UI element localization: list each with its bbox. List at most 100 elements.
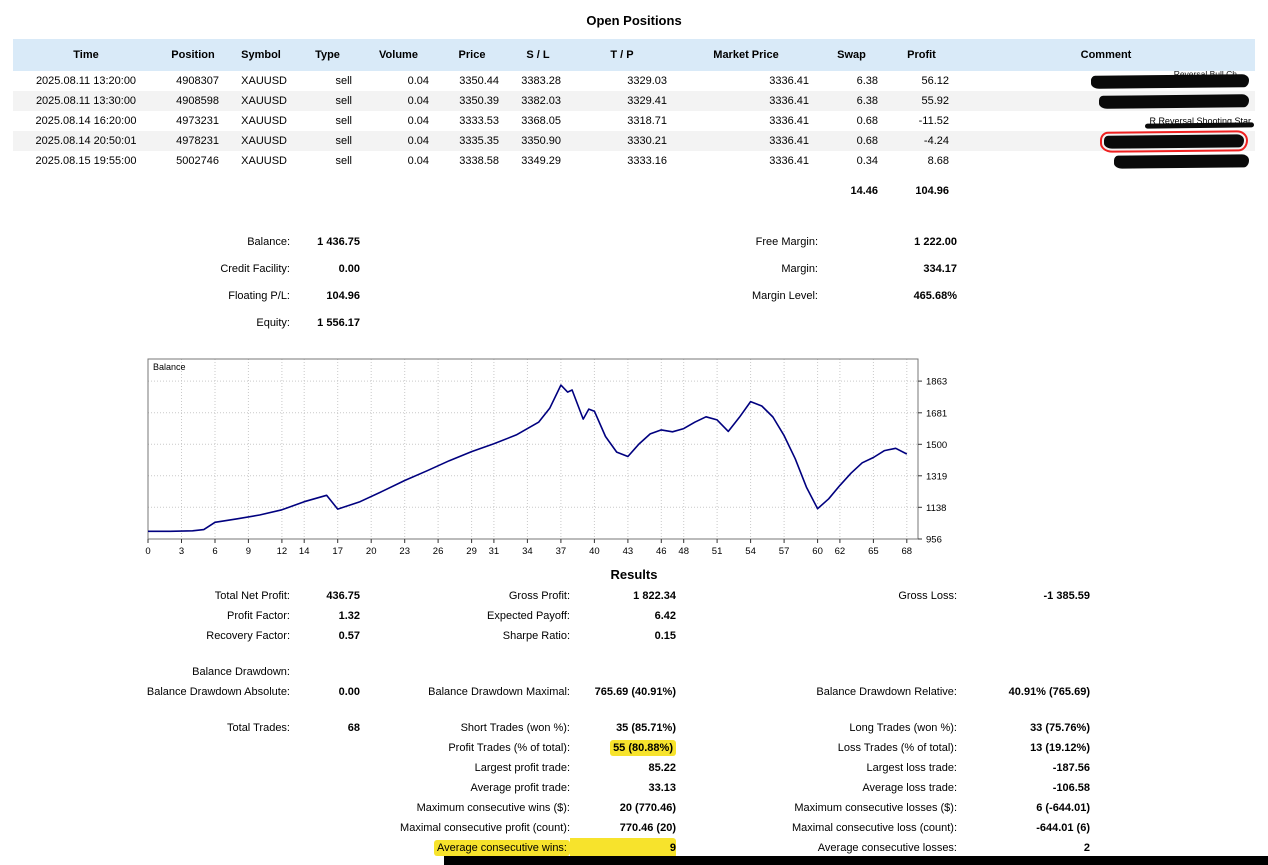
results-row: Total Trades: 68 Short Trades (won %): 35 (…	[13, 718, 1255, 738]
cell-tp: 3329.41	[627, 95, 667, 107]
cell-tp: 3318.71	[627, 115, 667, 127]
svg-text:43: 43	[623, 546, 634, 557]
cell-market_price: 3336.41	[769, 155, 809, 167]
results-value	[290, 818, 360, 838]
results-value: 40.91% (765.69)	[1008, 686, 1090, 698]
svg-text:29: 29	[466, 546, 477, 557]
cell-type: sell	[335, 75, 352, 87]
results-row: Maximum consecutive wins ($): 20 (770.46)…	[13, 798, 1255, 818]
column-header-profit: Profit	[886, 39, 957, 71]
results-label: Expected Payoff:	[487, 610, 570, 622]
cell-time: 2025.08.11 13:30:00	[35, 95, 137, 107]
cell-profit: -4.24	[923, 135, 949, 147]
cell-tp: 3329.03	[627, 75, 667, 87]
cell-type: sell	[335, 135, 352, 147]
cell-price: 3350.39	[459, 95, 499, 107]
page-title: Open Positions	[586, 13, 682, 28]
results-value: 770.46 (20)	[619, 822, 676, 834]
svg-text:1863: 1863	[926, 377, 947, 388]
cell-symbol: XAUUSD	[241, 135, 287, 147]
results-value	[290, 758, 360, 778]
results-value	[290, 798, 360, 818]
position-row: 2025.08.14 20:50:01 4978231 XAUUSD sell 0.04…	[13, 129, 1255, 153]
summary-label: Equity:	[256, 317, 290, 329]
cell-swap: 0.68	[856, 115, 878, 127]
svg-text:12: 12	[277, 546, 288, 557]
cell-volume: 0.04	[407, 75, 429, 87]
cell-swap: 0.68	[856, 135, 878, 147]
balance-chart: 956 1138 1319 1500 1681 1863 0 3 6 9 12 14 17 20 23 26 2…	[145, 358, 986, 565]
cell-profit: -11.52	[918, 115, 949, 127]
cell-type: sell	[335, 95, 352, 107]
svg-text:65: 65	[868, 546, 879, 557]
results-value: 33 (75.76%)	[1030, 722, 1090, 734]
column-header-s-l: S / L	[507, 39, 569, 71]
svg-text:60: 60	[812, 546, 823, 557]
summary-value: 1 556.17	[317, 317, 360, 329]
cell-type: sell	[335, 155, 352, 167]
results-label	[13, 778, 290, 798]
results-label: Total Net Profit:	[214, 590, 290, 602]
results-label: Largest profit trade:	[474, 762, 570, 774]
svg-text:9: 9	[246, 546, 251, 557]
results-label: Loss Trades (% of total):	[837, 742, 957, 754]
position-row: 2025.08.11 13:30:00 4908598 XAUUSD sell 0.04…	[13, 91, 1255, 111]
position-row: 2025.08.11 13:20:00 4908307 XAUUSD sell 0.04…	[13, 69, 1255, 91]
bottom-redaction-bar	[444, 856, 1268, 865]
cell-price: 3333.53	[459, 115, 499, 127]
summary-label: Free Margin:	[755, 236, 818, 248]
results-value: 765.69 (40.91%)	[594, 686, 676, 698]
total-profit: 104.96	[915, 185, 949, 197]
results-label	[13, 798, 290, 818]
column-header-symbol: Symbol	[227, 39, 295, 71]
balance-chart-svg: 956 1138 1319 1500 1681 1863 0 3 6 9 12 14 17 20 23 26 2…	[145, 358, 947, 557]
results-label	[360, 662, 570, 682]
results-label: Maximal consecutive loss (count):	[791, 822, 957, 834]
results-value: 0.00	[338, 686, 360, 698]
summary-value: 0.00	[338, 263, 360, 275]
cell-comment	[957, 91, 1255, 111]
cell-position: 4908598	[176, 95, 219, 107]
svg-text:40: 40	[589, 546, 600, 557]
cell-market_price: 3336.41	[769, 75, 809, 87]
results-label: Balance Drawdown Relative:	[816, 686, 957, 698]
svg-text:3: 3	[179, 546, 184, 557]
results-row: Total Net Profit: 436.75 Gross Profit: 1 82…	[13, 586, 1255, 606]
results-value: 85.22	[648, 762, 676, 774]
summary-row: Credit Facility: 0.00 Margin: 334.17	[13, 256, 1255, 283]
redaction-scribble	[1098, 93, 1250, 109]
results-label: Average loss trade:	[862, 782, 957, 794]
comment-redaction	[965, 129, 1253, 153]
svg-text:51: 51	[712, 546, 723, 557]
results-value: 2	[1083, 842, 1090, 854]
results-row: Average profit trade: 33.13 Average loss t…	[13, 778, 1255, 798]
results-value: 1 822.34	[633, 590, 676, 602]
results-label: Profit Trades (% of total):	[448, 742, 570, 754]
results-label: Total Trades:	[227, 722, 290, 734]
cell-price: 3350.44	[459, 75, 499, 87]
results-row: Largest profit trade: 85.22 Largest loss t…	[13, 758, 1255, 778]
summary-label	[360, 310, 818, 337]
results-label	[13, 758, 290, 778]
svg-text:1500: 1500	[926, 440, 947, 451]
comment-redaction: Reversal Bull Ch	[965, 69, 1253, 91]
results-value: -644.01 (6)	[1036, 822, 1090, 834]
cell-comment	[957, 151, 1255, 171]
cell-tp: 3333.16	[627, 155, 667, 167]
column-header-position: Position	[159, 39, 227, 71]
results-value	[290, 778, 360, 798]
results-label: Long Trades (won %):	[849, 722, 957, 734]
svg-text:46: 46	[656, 546, 667, 557]
svg-text:20: 20	[366, 546, 377, 557]
results-value: 6 (-644.01)	[1036, 802, 1090, 814]
results-section: Total Net Profit: 436.75 Gross Profit: 1 82…	[13, 586, 1255, 858]
cell-market_price: 3336.41	[769, 135, 809, 147]
svg-text:6: 6	[212, 546, 217, 557]
column-header-type: Type	[295, 39, 360, 71]
results-label: Maximum consecutive losses ($):	[794, 802, 957, 814]
total-swap: 14.46	[850, 185, 878, 197]
results-value: 68	[347, 722, 360, 734]
summary-value: 1 436.75	[317, 236, 360, 248]
